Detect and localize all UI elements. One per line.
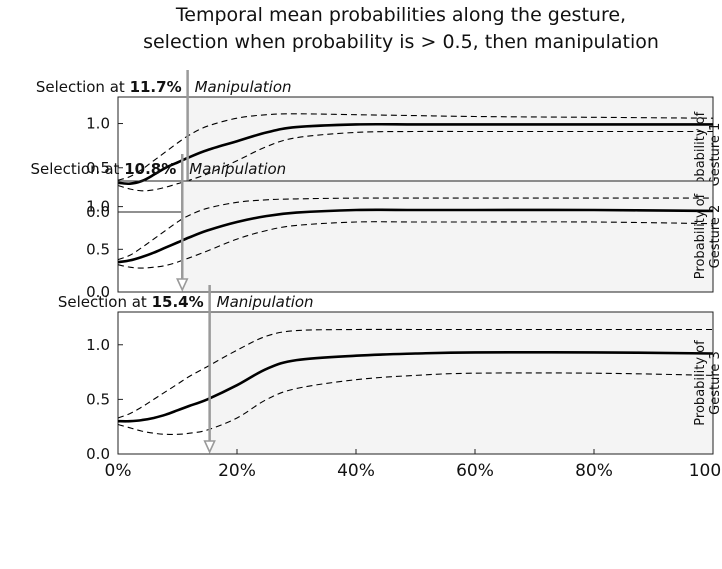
series-upper-line [117, 197, 713, 261]
series-upper-line [117, 328, 713, 419]
y-tick-label: 1.0 [86, 198, 110, 216]
manipulation-region [209, 312, 713, 454]
selection-label: Selection at 15.4% [58, 293, 204, 311]
manipulation-region [182, 181, 713, 292]
y-tick-label: 1.0 [86, 115, 110, 133]
plot-frame [117, 311, 714, 455]
y-axis-label: Probability ofGesture 3 [693, 340, 722, 426]
x-tick-label: 20% [218, 461, 256, 481]
selection-label: Selection at 11.7% [36, 78, 182, 96]
x-tick-label: 80% [575, 461, 613, 481]
selection-arrow-head [176, 278, 189, 292]
panel-gesture-3: 0.0 0.5 1.0 Selection at 15.4% Manipulation P… [58, 285, 722, 481]
plot-frame [117, 180, 714, 293]
y-tick-label: 0.0 [86, 283, 110, 301]
series-lower-line [117, 130, 713, 192]
selection-label: Selection at 10.8% [30, 160, 176, 178]
y-tick-label: 0.0 [86, 203, 110, 221]
y-axis-label: Probability ofGesture 2 [693, 193, 722, 279]
chart-title-line-1: Temporal mean probabilities along the ge… [175, 4, 626, 26]
y-tick-label: 1.0 [86, 336, 110, 354]
manipulation-label: Manipulation [195, 78, 292, 96]
series-upper-line [117, 113, 714, 181]
x-tick-label: 40% [337, 461, 375, 481]
x-tick-label: 0% [105, 461, 132, 481]
y-tick-label: 0.5 [86, 159, 110, 177]
series-mean-line [117, 350, 714, 423]
chart-title-line-2: selection when probability is > 0.5, the… [143, 31, 659, 53]
x-tick-label: 100% [689, 461, 722, 481]
chart-panels: 0.0 0.5 1.0 Selection at 11.7% Manipulation P… [30, 70, 722, 481]
manipulation-label: Manipulation [217, 293, 314, 311]
y-axis-label: Probability ofGesture 1 [693, 111, 722, 197]
series-mean-line [117, 122, 713, 186]
y-tick-label: 0.5 [86, 240, 110, 258]
y-tick-label: 0.5 [86, 390, 110, 408]
manipulation-label: Manipulation [189, 160, 286, 178]
series-lower-line [117, 372, 714, 435]
panel-gesture-2: 0.0 0.5 1.0 Selection at 10.8% Manipulation P… [30, 154, 722, 301]
series-mean-line [117, 208, 714, 264]
y-tick-label: 0.0 [86, 445, 110, 463]
series-lower-line [117, 221, 714, 269]
x-tick-label: 60% [456, 461, 494, 481]
selection-arrow-head [203, 440, 216, 454]
